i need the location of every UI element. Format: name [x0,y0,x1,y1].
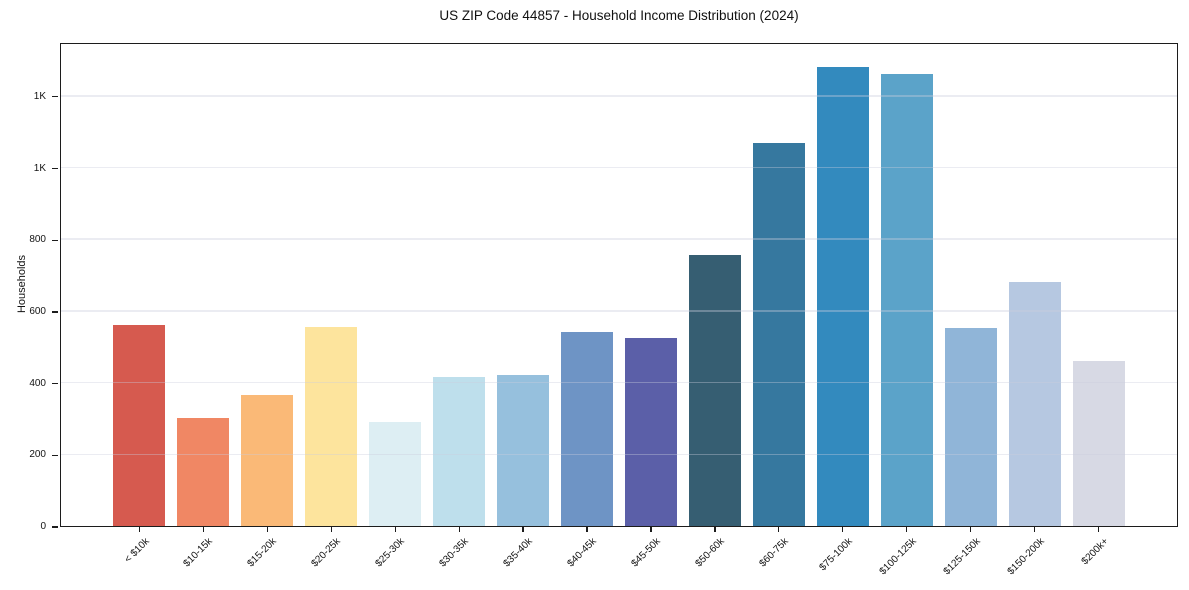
x-tick-label-$20-25k: $20-25k [309,536,344,570]
x-tick-mark [586,527,588,532]
y-tick-label: 1K [33,90,46,102]
bar-slot [363,44,427,526]
bar-$125-150k[interactable] [945,328,997,526]
bar-$200k+[interactable] [1073,361,1125,526]
x-tick-label-$30-35k: $30-35k [437,536,471,570]
bar-$100-125k[interactable] [881,73,933,526]
y-tick-label: 600 [29,305,46,317]
x-tick-mark [266,527,268,532]
x-tick-label-$40-45k: $40-45k [565,536,599,570]
chart-title: US ZIP Code 44857 - Household Income Dis… [439,8,799,23]
y-tick-mark [52,311,58,313]
bar-slot [1003,44,1067,526]
bar-slot [811,44,875,526]
bar-$10-15k[interactable] [177,417,229,526]
bar-$15-20k[interactable] [241,395,293,526]
x-tick-mark [650,527,652,532]
x-tick-label-< $10k: < $10k [122,536,152,566]
gridline-400 [61,381,1177,384]
bar-slot [875,44,939,526]
x-tick-mark [1097,527,1100,532]
x-tick-mark [522,527,524,532]
x-tick-mark [458,527,460,532]
x-tick-label-$10-15k: $10-15k [181,536,216,570]
x-tick-label-$100-125k: $100-125k [877,536,919,578]
gridline-1000 [61,166,1177,169]
bar-slot [427,44,491,526]
y-tick-mark [52,382,58,385]
bar-series [61,44,1177,526]
bar-< $10k[interactable] [113,324,165,526]
x-tick-label-$35-40k: $35-40k [501,536,535,570]
bar-$75-100k[interactable] [817,66,869,526]
y-tick-label: 1K [33,162,46,174]
gridline-1200 [61,95,1177,97]
bar-$60-75k[interactable] [753,143,805,526]
bar-$40-45k[interactable] [561,331,613,526]
x-tick-mark [202,527,205,532]
x-tick-mark [394,527,396,532]
gridline-600 [61,310,1177,312]
y-tick-label: 0 [40,521,46,532]
bar-slot [491,44,555,526]
bar-slot [235,44,299,526]
x-tick-mark [714,527,716,532]
plot-area [60,43,1178,527]
bar-$20-25k[interactable] [305,327,357,526]
x-tick-label-$15-20k: $15-20k [245,536,280,570]
x-tick-mark [778,527,780,532]
x-tick-mark [842,527,844,532]
x-tick-label-$200k+: $200k+ [1079,536,1111,568]
x-tick-label-$25-30k: $25-30k [373,536,407,570]
y-tick-mark [52,239,58,241]
bar-$50-60k[interactable] [689,254,741,526]
bar-$25-30k[interactable] [369,421,421,526]
bar-slot [619,44,683,526]
gridline-200 [61,453,1177,455]
x-tick-label-$75-100k: $75-100k [817,536,855,574]
x-tick-mark [138,527,141,532]
y-tick-label: 200 [29,449,46,461]
bar-slot [1067,44,1131,526]
bar-$150-200k[interactable] [1009,282,1061,526]
bar-slot [747,44,811,526]
bar-$30-35k[interactable] [433,377,485,526]
y-tick-label: 400 [29,377,46,389]
x-tick-mark [330,527,332,532]
x-tick-label-$50-60k: $50-60k [693,536,727,570]
bar-$45-50k[interactable] [625,338,677,526]
gridline-800 [61,238,1177,240]
x-tick-label-$125-150k: $125-150k [941,536,983,578]
bar-slot [683,44,747,526]
y-axis-label: Households [16,254,28,314]
y-tick-mark [52,167,58,170]
x-tick-mark [1033,527,1036,532]
x-tick-label-$60-75k: $60-75k [757,536,791,570]
y-tick-mark [52,526,58,528]
x-tick-label-$150-200k: $150-200k [1005,536,1047,578]
bar-slot [299,44,363,526]
x-tick-label-$45-50k: $45-50k [629,536,663,570]
bar-slot [939,44,1003,526]
bar-slot [555,44,619,526]
y-tick-label: 800 [29,234,46,246]
bar-slot [107,44,171,526]
x-tick-mark [970,527,972,532]
x-tick-mark [906,527,908,532]
bar-$35-40k[interactable] [497,375,549,526]
y-tick-mark [52,454,58,456]
bar-slot [171,44,235,526]
y-tick-mark [52,96,58,98]
